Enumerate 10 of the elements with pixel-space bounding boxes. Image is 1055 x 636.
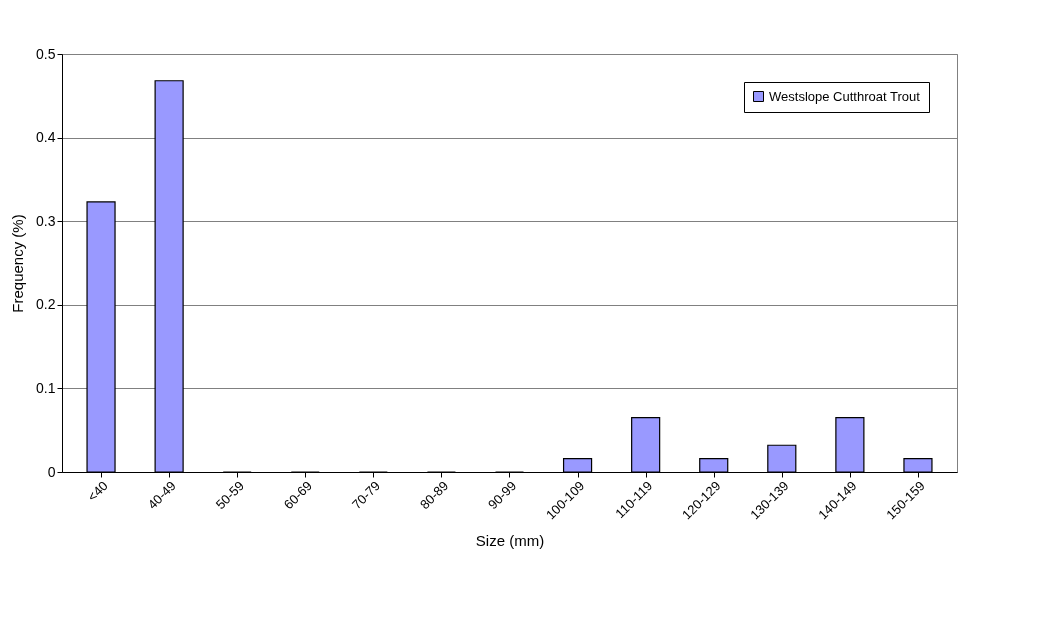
legend-label: Westslope Cutthroat Trout	[769, 88, 921, 104]
y-tick-label: 0.5	[36, 45, 56, 62]
x-axis-title: Size (mm)	[475, 532, 545, 550]
y-tick-label: 0	[47, 463, 56, 480]
y-tick-label: 0.2	[36, 296, 56, 313]
y-tick-label: 0.1	[36, 379, 56, 396]
y-tick-label: 0.3	[36, 212, 56, 229]
y-tick-label: 0.4	[36, 129, 56, 146]
y-axis-title: Frequency (%)	[9, 214, 27, 313]
x-tick-label: <40	[84, 478, 111, 505]
